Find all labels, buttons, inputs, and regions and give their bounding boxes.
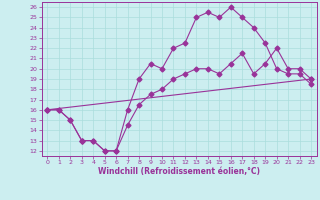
X-axis label: Windchill (Refroidissement éolien,°C): Windchill (Refroidissement éolien,°C)	[98, 167, 260, 176]
